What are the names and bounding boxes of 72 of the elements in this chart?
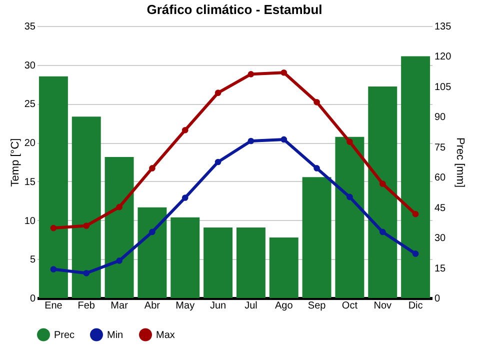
x-tick-label: Oct	[342, 300, 358, 312]
bar	[401, 56, 430, 298]
x-tick-label: Jun	[210, 300, 226, 312]
y2-tick-label: 0	[434, 294, 440, 304]
point	[314, 99, 320, 106]
legend-label: Prec	[54, 330, 75, 341]
point	[248, 138, 254, 144]
y-tick-label: 0	[30, 294, 36, 304]
point	[83, 270, 90, 276]
point	[50, 266, 57, 272]
y-axis-title: Temp [°C]	[9, 138, 22, 187]
bar	[104, 156, 134, 298]
bar	[269, 238, 298, 298]
y2-tick-label: 105	[434, 82, 452, 93]
y-tick-label: 35	[24, 22, 36, 32]
point	[412, 250, 419, 257]
legend-label: Max	[156, 330, 175, 341]
x-tick-label: Abr	[144, 300, 161, 312]
y2-tick-label: 75	[434, 142, 446, 154]
point	[248, 71, 254, 78]
bar	[72, 116, 101, 298]
bar	[335, 136, 364, 298]
bar	[204, 227, 233, 298]
point	[280, 69, 288, 76]
x-tick-label: Nov	[374, 300, 392, 312]
point	[346, 194, 353, 200]
y-tick-label: 15	[24, 176, 36, 188]
point	[116, 258, 122, 264]
y2-tick-label: 120	[434, 52, 452, 63]
x-tick-label: May	[176, 300, 195, 312]
point	[83, 222, 90, 229]
y2-tick-label: 45	[434, 202, 446, 214]
y2-tick-label: 60	[434, 172, 446, 184]
point	[314, 165, 320, 172]
bar	[170, 217, 200, 298]
bar	[236, 227, 266, 298]
point	[149, 228, 156, 236]
x-tick-label: Mar	[110, 300, 129, 312]
chart-title: Gráfico climático - Estambul	[146, 2, 322, 17]
point	[116, 204, 122, 210]
point	[149, 165, 156, 172]
y-tick-label: 20	[24, 138, 36, 150]
y2-tick-label: 90	[434, 112, 446, 124]
x-tick-label: Feb	[78, 300, 96, 312]
x-tick-label: Ago	[274, 300, 294, 312]
y-tick-label: 10	[24, 216, 36, 227]
y2-axis-title: Prec [mm]	[454, 137, 466, 188]
y-tick-label: 5	[30, 254, 36, 266]
point	[379, 180, 386, 187]
point	[412, 210, 419, 218]
bar	[138, 207, 167, 298]
bar	[38, 76, 68, 298]
point	[50, 224, 57, 232]
legend-label: Min	[107, 330, 124, 341]
point	[346, 138, 353, 145]
bar	[302, 177, 332, 298]
y-tick-label: 30	[24, 60, 36, 72]
x-tick-label: Ene	[44, 300, 63, 312]
x-tick-label: Dic	[408, 300, 423, 312]
y-tick-label: 25	[24, 99, 36, 110]
y2-tick-label: 15	[434, 263, 446, 274]
point	[182, 126, 188, 134]
point	[214, 158, 222, 166]
y2-tick-label: 135	[434, 22, 452, 32]
point	[280, 136, 288, 143]
point	[214, 90, 222, 96]
bar	[368, 86, 398, 298]
point	[182, 194, 188, 201]
point	[379, 228, 386, 236]
x-tick-label: Jul	[244, 300, 258, 312]
y2-tick-label: 30	[434, 233, 446, 244]
x-tick-label: Sep	[308, 300, 326, 312]
